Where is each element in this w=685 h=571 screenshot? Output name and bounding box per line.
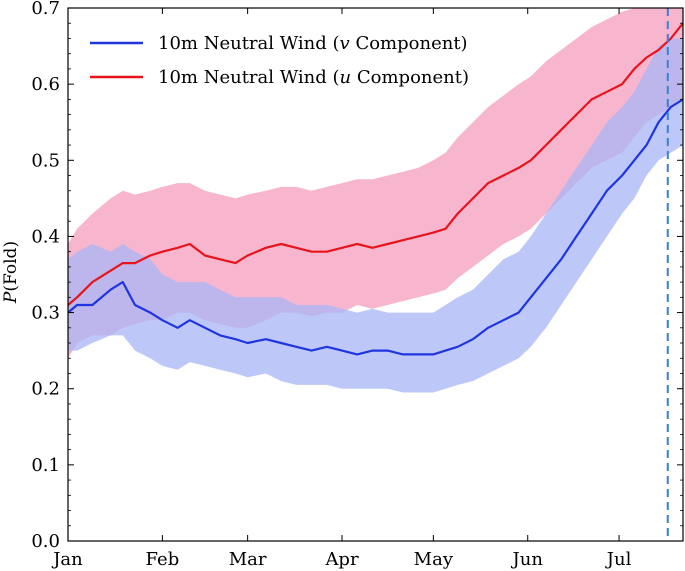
x-tick-label: Jul <box>605 549 632 570</box>
y-tick-label: 0.4 <box>31 226 60 247</box>
y-tick-label: 0.5 <box>31 150 60 171</box>
series-line-v-component <box>67 98 684 356</box>
series-lines <box>67 22 684 356</box>
x-tick-label: Jan <box>51 549 83 570</box>
series-line-u-component <box>67 22 684 306</box>
svg-text:P(Fold): P(Fold) <box>1 241 21 304</box>
legend-label-u: 10m Neutral Wind (u Component) <box>158 67 469 88</box>
x-tick-label: Apr <box>324 549 359 570</box>
y-axis-label-rest: (Fold) <box>1 241 21 292</box>
x-tick-label: May <box>414 549 454 570</box>
y-tick-label: 0.0 <box>31 531 60 552</box>
axis-ticks: 0.0 0.1 0.2 0.3 0.4 0.5 0.6 0.7 Jan Feb Mar Apr May J… <box>31 0 683 570</box>
legend: 10m Neutral Wind (v Component) 10m Neutra… <box>90 33 469 88</box>
x-tick-label: Mar <box>229 549 267 570</box>
x-tick-label: Jun <box>511 549 544 570</box>
x-tick-label: Feb <box>146 549 180 570</box>
y-tick-label: 0.6 <box>31 74 60 95</box>
y-tick-label: 0.7 <box>31 0 60 19</box>
legend-label-v: 10m Neutral Wind (v Component) <box>158 33 468 54</box>
y-axis-label-italic: P <box>1 291 21 304</box>
y-tick-label: 0.3 <box>31 303 60 324</box>
y-axis-label: P(Fold) <box>1 241 21 304</box>
band-u-component <box>68 8 683 359</box>
plot-frame <box>67 7 684 542</box>
y-tick-label: 0.2 <box>31 379 60 400</box>
y-tick-label: 0.1 <box>31 455 60 476</box>
band-v-component <box>68 38 683 393</box>
confidence-bands <box>68 8 683 393</box>
